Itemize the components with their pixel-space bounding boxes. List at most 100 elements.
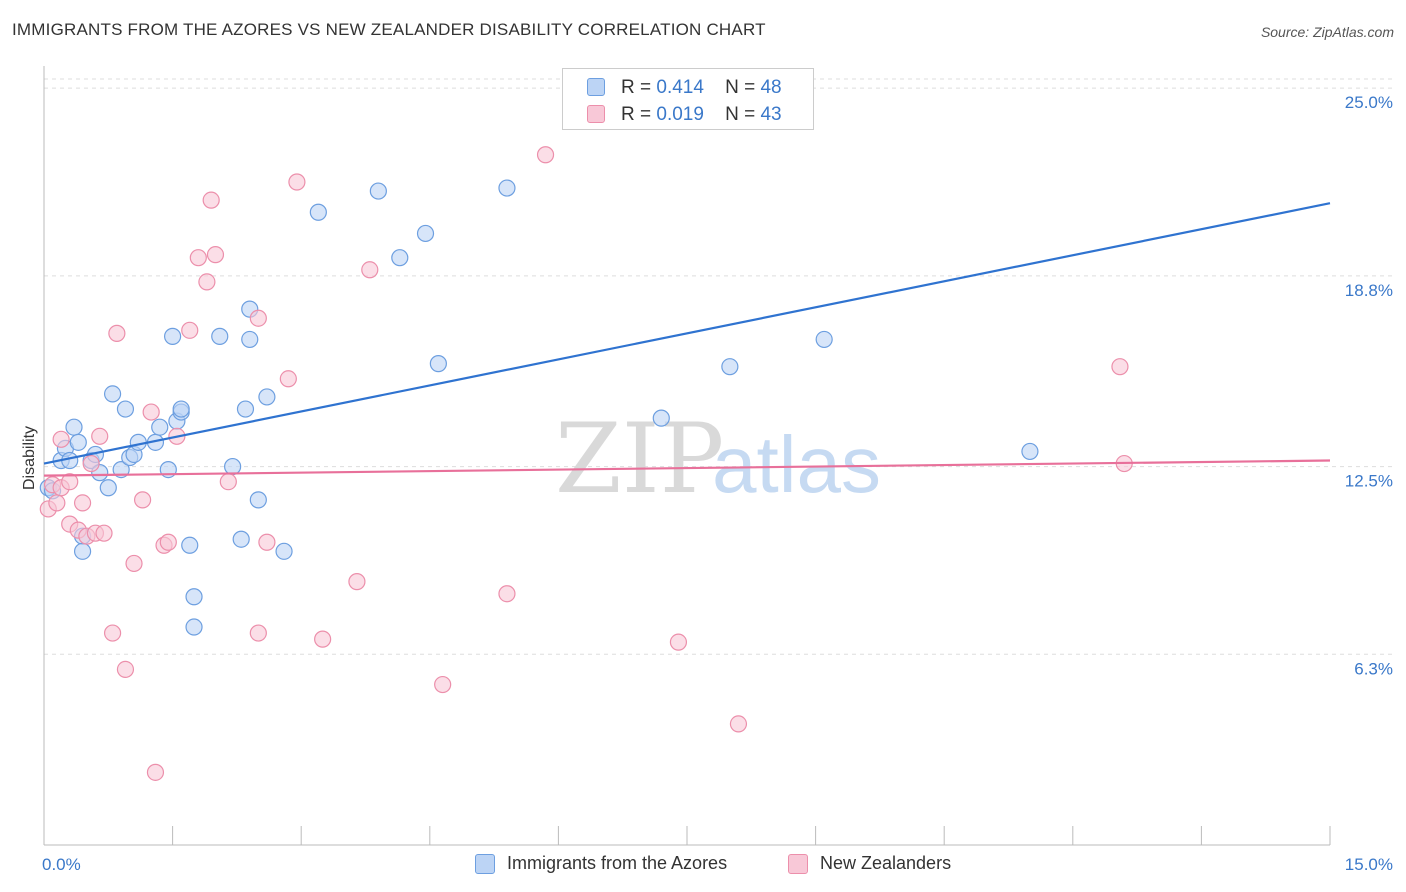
nz-point <box>133 491 152 509</box>
trend-layer <box>43 202 1331 477</box>
nz-point <box>206 246 225 264</box>
nz-point <box>1111 358 1129 376</box>
nz-point <box>434 675 452 694</box>
azores-point <box>73 542 92 560</box>
azores-point <box>275 542 293 560</box>
nz-point <box>258 533 276 551</box>
azores-point <box>99 479 117 497</box>
nz-point <box>536 146 555 164</box>
azores-point <box>652 409 670 427</box>
azores-point <box>258 388 276 406</box>
legend-r-label: R = <box>621 77 652 98</box>
legend-swatch-nz <box>587 105 605 123</box>
azores-point <box>309 203 327 221</box>
nz-point <box>159 533 177 551</box>
label-layer: 6.3% 12.5% 18.8% 25.0% 0.0% 15.0% Disability <box>21 93 1393 874</box>
legend-r-value: 0.019 <box>656 104 704 125</box>
nz-point <box>198 273 216 291</box>
y-tick-label: 12.5% <box>1345 472 1393 491</box>
nz-point <box>249 309 267 327</box>
axis-layer <box>43 66 1331 846</box>
nz-point <box>48 494 66 512</box>
legend-r-value: 0.414 <box>656 77 704 98</box>
azores-point <box>224 457 242 476</box>
points-layer <box>39 146 1133 781</box>
azores-point <box>429 355 447 373</box>
legend-swatch-azores <box>587 78 605 96</box>
chart-title: IMMIGRANTS FROM THE AZORES VS NEW ZEALAN… <box>12 20 766 39</box>
nz-point <box>498 585 516 603</box>
y-tick-label: 6.3% <box>1354 659 1393 678</box>
azores-point <box>416 224 435 243</box>
azores-point <box>116 400 135 418</box>
nz-point <box>61 473 79 491</box>
bottom-legend-label-azores: Immigrants from the Azores <box>507 853 728 873</box>
azores-trend-line <box>43 202 1331 465</box>
legend-n-value: 48 <box>760 77 782 98</box>
legend-n-label: N = <box>725 77 756 98</box>
azores-point <box>498 179 516 197</box>
nz-point <box>669 633 688 651</box>
nz-point <box>95 524 113 542</box>
azores-point <box>369 182 387 200</box>
legend-n-label: N = <box>725 104 756 125</box>
azores-point <box>172 400 190 418</box>
nz-point <box>279 370 297 388</box>
azores-point <box>185 618 203 636</box>
x-tick-label: 0.0% <box>42 855 81 874</box>
nz-point <box>142 403 160 421</box>
nz-point <box>189 249 207 267</box>
watermark-zip: ZIP <box>555 403 724 515</box>
bottom-legend-label-nz: New Zealanders <box>820 853 952 873</box>
nz-point <box>146 763 165 781</box>
azores-point <box>249 491 267 509</box>
azores-point <box>241 330 259 349</box>
azores-point <box>236 400 255 418</box>
azores-point <box>103 385 122 403</box>
nz-point <box>348 573 366 591</box>
azores-point <box>721 358 739 376</box>
nz-point <box>361 261 379 279</box>
x-tick-label: 15.0% <box>1345 855 1393 874</box>
legend-box: R = 0.414 N = 48 R = 0.019 N = 43 <box>562 68 814 130</box>
azores-point <box>815 330 833 349</box>
bottom-legend-swatch-nz <box>788 854 808 874</box>
nz-point <box>91 427 109 445</box>
nz-point <box>125 554 143 573</box>
nz-point <box>181 321 199 339</box>
azores-point <box>69 433 87 451</box>
nz-point <box>108 324 126 342</box>
watermark: ZIP atlas <box>555 403 881 515</box>
azores-point <box>211 327 229 345</box>
azores-point <box>164 327 182 345</box>
nz-point <box>314 630 332 648</box>
nz-point <box>103 624 122 642</box>
nz-trend-line <box>43 459 1331 477</box>
azores-point <box>185 588 203 606</box>
grid-layer <box>44 78 1395 655</box>
legend-n-value: 43 <box>760 104 782 125</box>
legend-r-label: R = <box>621 104 652 125</box>
azores-point <box>232 530 250 548</box>
nz-point <box>116 660 135 679</box>
y-tick-label: 18.8% <box>1345 281 1393 300</box>
y-tick-label: 25.0% <box>1345 93 1393 112</box>
nz-point <box>219 473 237 491</box>
bottom-legend-swatch-azores <box>475 854 495 874</box>
source-label: Source: ZipAtlas.com <box>1260 24 1394 40</box>
nz-point <box>202 191 220 209</box>
azores-point <box>1021 442 1039 461</box>
y-axis-label: Disability <box>21 426 38 490</box>
nz-point <box>52 430 70 448</box>
nz-point <box>73 494 92 512</box>
nz-point <box>288 173 306 191</box>
azores-point <box>65 418 83 436</box>
azores-point <box>151 418 169 436</box>
nz-point <box>729 715 748 733</box>
nz-point <box>82 454 100 473</box>
azores-point <box>391 249 409 267</box>
nz-point <box>249 624 267 642</box>
azores-point <box>181 536 199 554</box>
watermark-atlas: atlas <box>712 420 881 509</box>
